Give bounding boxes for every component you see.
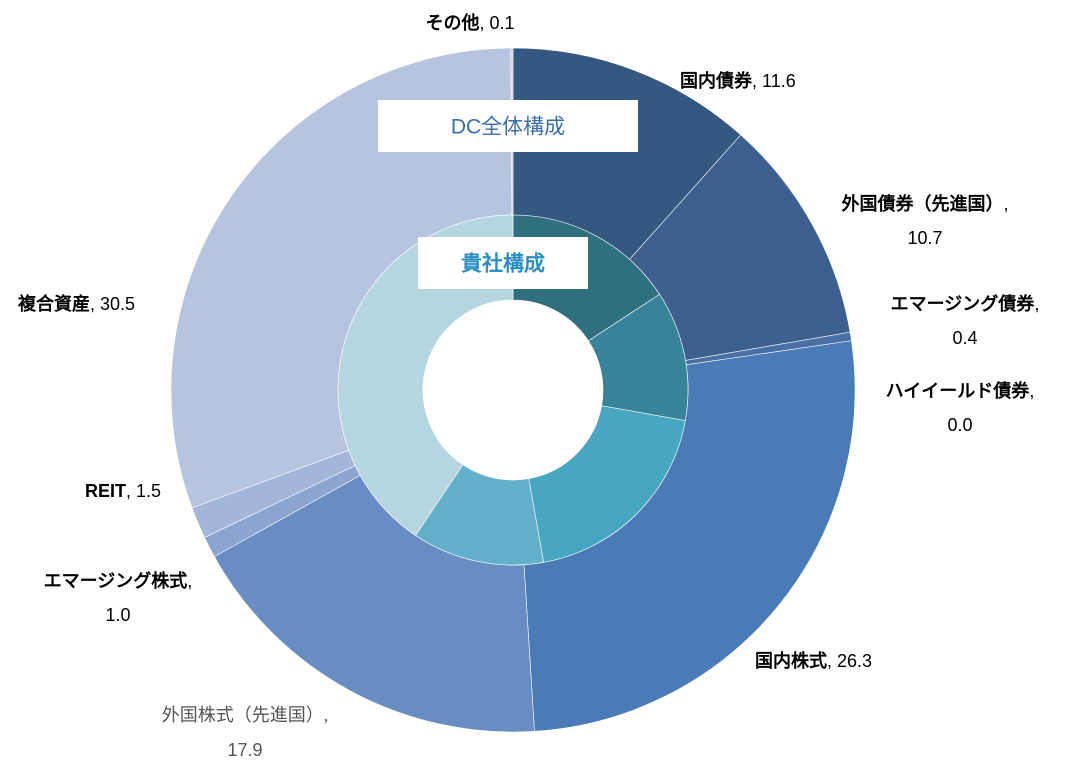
- label-separator: ,: [479, 13, 489, 33]
- data-label: 外国債券（先進国）,: [841, 193, 1008, 214]
- data-label: 10.7: [907, 228, 942, 248]
- data-label: REIT, 1.5: [85, 481, 161, 501]
- label-name: ハイイールド債券: [886, 380, 1031, 401]
- label-name: 外国株式（先進国）: [162, 705, 324, 725]
- data-label: ハイイールド債券,: [886, 380, 1035, 401]
- label-value: 17.9: [227, 740, 262, 760]
- data-label: 0.0: [947, 415, 972, 435]
- label-value: 11.6: [762, 71, 796, 91]
- label-separator: ,: [1029, 381, 1034, 401]
- rings: [170, 47, 856, 733]
- label-value: 1.0: [105, 605, 130, 625]
- label-value: 10.7: [907, 228, 942, 248]
- label-value: 1.5: [136, 481, 161, 501]
- label-value: 0.0: [947, 415, 972, 435]
- data-label: 1.0: [105, 605, 130, 625]
- data-label: エマージング債券,: [891, 293, 1040, 314]
- label-name: 国内債券: [680, 70, 753, 91]
- label-name: エマージング株式: [44, 570, 188, 591]
- label-separator: ,: [187, 571, 192, 591]
- data-label: 国内株式, 26.3: [755, 650, 872, 671]
- data-label: 複合資産, 30.5: [17, 293, 135, 314]
- label-separator: ,: [126, 481, 136, 501]
- data-label: 0.4: [952, 328, 977, 348]
- donut-hole: [423, 300, 603, 480]
- series-name: 貴社構成: [461, 252, 545, 276]
- label-separator: ,: [324, 705, 329, 725]
- label-name: 外国債券（先進国）: [841, 193, 1003, 214]
- label-value: 30.5: [100, 294, 135, 314]
- label-name: 複合資産: [17, 293, 90, 314]
- data-label: 外国株式（先進国）,: [162, 705, 329, 725]
- label-value: 0.1: [489, 13, 514, 33]
- data-label: エマージング株式,: [44, 570, 193, 591]
- label-separator: ,: [1034, 294, 1039, 314]
- label-name: REIT: [85, 481, 126, 501]
- series-name: DC全体構成: [451, 116, 565, 139]
- label-value: 26.3: [837, 651, 872, 671]
- label-name: その他: [425, 12, 479, 33]
- data-label: 国内債券, 11.6: [680, 70, 796, 91]
- label-value: 0.4: [952, 328, 977, 348]
- label-separator: ,: [90, 294, 100, 314]
- label-name: 国内株式: [755, 650, 827, 671]
- data-label: その他, 0.1: [425, 12, 514, 33]
- label-separator: ,: [827, 651, 837, 671]
- label-separator: ,: [752, 71, 762, 91]
- label-name: エマージング債券: [891, 293, 1036, 314]
- data-label: 17.9: [227, 740, 262, 760]
- series-box: [418, 237, 588, 289]
- label-separator: ,: [1003, 194, 1008, 214]
- series-box: [378, 100, 638, 152]
